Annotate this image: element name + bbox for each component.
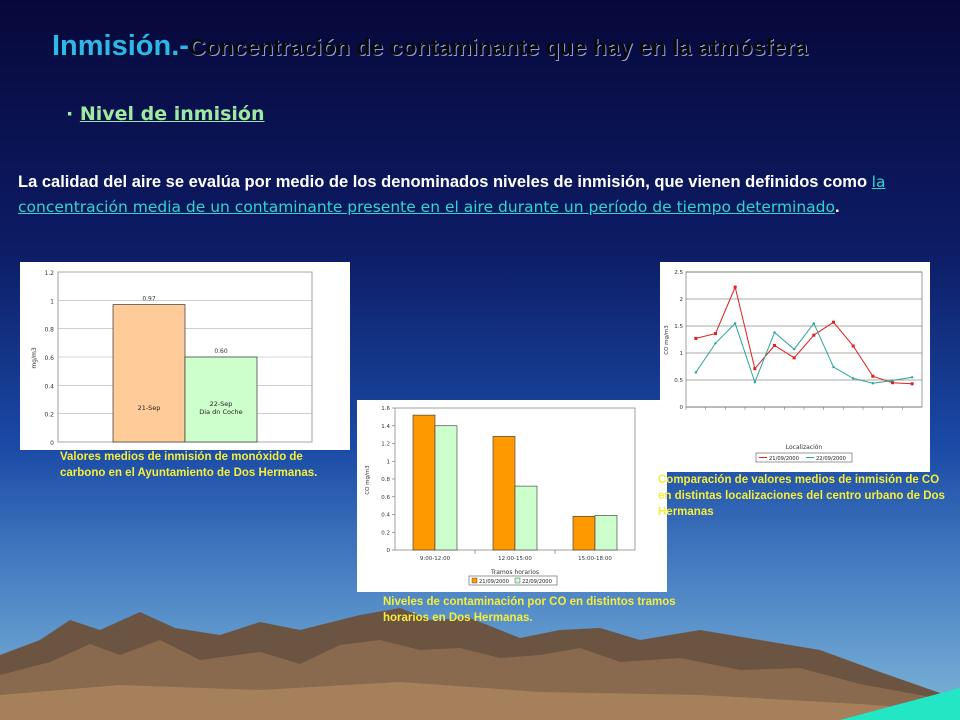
chart-localizaciones: 0 0.5 1 1.5 2 2.5 CO mg/m3 Localización 21/09/20… [660, 262, 930, 472]
definition-link[interactable]: la concentración media de un contaminant… [18, 173, 886, 216]
chart3-point [714, 342, 717, 345]
chart-ayuntamiento: 0 0.2 0.4 0.6 0.8 1 1.2 mg/m3 0.97 21-Sep 0.60 22-S… [20, 262, 350, 450]
title-main: Inmisión.- [52, 30, 189, 62]
chart3-point [792, 356, 796, 360]
chart1-bar [184, 356, 258, 443]
chart3-point [773, 331, 776, 334]
definition-paragraph: La calidad del aire se evalúa por medio … [18, 170, 958, 220]
chart3-legend-label: 22/09/2000 [816, 456, 846, 462]
caption-chart3: Comparación de valores medios de inmisió… [658, 474, 945, 518]
chart1-ytick-label: 0 [50, 440, 54, 447]
chart2-bar [412, 414, 436, 551]
chart3-legend-label: 21/09/2000 [769, 456, 799, 462]
chart3-point [792, 348, 796, 351]
chart1-value-label: 0.60 [214, 348, 228, 355]
chart3-ytick-label: 2 [680, 297, 684, 303]
chart3-point [714, 332, 717, 336]
chart3-ytick-label: 0 [680, 405, 684, 411]
section-heading-text: Nivel de inmisión [79, 103, 265, 125]
chart1-ytick-label: 0.2 [44, 412, 54, 419]
chart2-legend-box [468, 575, 558, 586]
chart1-category-label: 21-Sep [138, 404, 161, 412]
chart3-xlabel: Localización [786, 444, 823, 451]
chart3-point [753, 380, 757, 384]
chart3-point [851, 377, 855, 380]
chart3-ytick-label: 1 [680, 351, 684, 357]
chart1-ylabel: mg/m3 [31, 347, 38, 369]
chart2-bar [492, 436, 516, 551]
chart2-bar [572, 515, 596, 551]
chart2-ytick-label: 1.6 [381, 406, 390, 412]
chart3-ytick-label: 0.5 [674, 378, 683, 384]
chart1-ytick-label: 1.2 [44, 270, 54, 277]
chart3-point [851, 344, 855, 348]
chart3-point [812, 322, 816, 325]
chart1-ytick-label: 0.4 [44, 383, 54, 390]
chart3-plot-area [685, 271, 923, 408]
chart2-category-label: 12:00-15:00 [498, 556, 532, 562]
chart2-legend-swatch [514, 577, 521, 584]
chart2-ytick-label: 1 [387, 459, 391, 465]
chart1-ytick-label: 0.8 [44, 327, 54, 334]
chart2-bar [594, 515, 618, 551]
chart1-value-label: 0.97 [142, 296, 156, 303]
bullet-icon: · [66, 103, 74, 125]
chart3-ytick-label: 2.5 [674, 270, 683, 276]
chart3-ytick-label: 1.5 [674, 324, 683, 330]
chart2-ytick-label: 1.4 [381, 424, 390, 430]
chart3-point [753, 367, 757, 371]
chart3-point [871, 374, 875, 378]
chart3-point [891, 379, 894, 382]
chart3-point [910, 376, 914, 379]
chart3-point [694, 371, 698, 374]
page-title: Inmisión.-Concentración de contaminante … [52, 26, 808, 63]
chart1-ytick-label: 0.6 [44, 355, 54, 362]
chart3-point [832, 365, 835, 369]
chart2-legend-swatch [471, 577, 478, 584]
mountain-landscape [0, 608, 960, 720]
chart3-point [812, 333, 816, 337]
chart2-category-label: 9:00-12:00 [420, 556, 451, 562]
paragraph-end: . [835, 198, 840, 216]
chart2-ytick-label: 0 [387, 548, 391, 554]
chart3-point [891, 381, 894, 385]
chart2-legend-label: 22/09/2000 [522, 579, 552, 585]
chart2-ytick-label: 0.8 [381, 477, 390, 483]
chart1-category-label: 22-Sep [210, 400, 233, 408]
chart3-point [832, 320, 835, 324]
chart3-point [733, 322, 737, 325]
chart2-legend-label: 21/09/2000 [479, 579, 509, 585]
chart3-series-line [695, 322, 913, 384]
title-rest: Concentración de contaminante que hay en… [188, 34, 808, 60]
chart2-category-label: 15:00-18:00 [578, 556, 612, 562]
chart2-ytick-label: 0.4 [381, 513, 390, 519]
chart2-bar [434, 425, 458, 551]
chart2-ytick-label: 0.2 [381, 530, 390, 536]
chart2-ylabel: CO mg/m3 [365, 465, 371, 495]
chart3-point [694, 336, 698, 340]
chart3-point [773, 343, 776, 347]
chart3-ylabel: CO mg/m3 [664, 325, 670, 355]
chart-tramos-horarios: 0 0.2 0.4 0.6 0.8 1 1.2 1.4 1.6 CO mg/m3 9:00-12:0… [357, 400, 667, 592]
chart3-series-line [695, 285, 913, 385]
chart1-ytick-label: 1 [50, 298, 54, 305]
chart2-ytick-label: 0.6 [381, 495, 390, 501]
chart1-category-label: Dia dn Coche [199, 408, 242, 416]
chart1-bar [112, 304, 186, 443]
chart2-bar [514, 485, 538, 551]
chart2-ytick-label: 1.2 [381, 442, 390, 448]
sea-strip [840, 688, 960, 720]
paragraph-text: La calidad del aire se evalúa por medio … [18, 173, 872, 191]
chart3-legend-box [755, 452, 853, 463]
chart3-point [910, 382, 914, 386]
caption-chart2: Niveles de contaminación por CO en disti… [383, 596, 676, 624]
chart3-point [733, 285, 737, 289]
caption-chart1: Valores medios de inmisión de monóxido d… [60, 451, 318, 479]
chart2-xlabel: Tramos horarios [490, 569, 539, 576]
section-heading: · Nivel de inmisión [66, 103, 265, 125]
chart3-point [871, 382, 875, 385]
foreground-hill [0, 682, 960, 720]
